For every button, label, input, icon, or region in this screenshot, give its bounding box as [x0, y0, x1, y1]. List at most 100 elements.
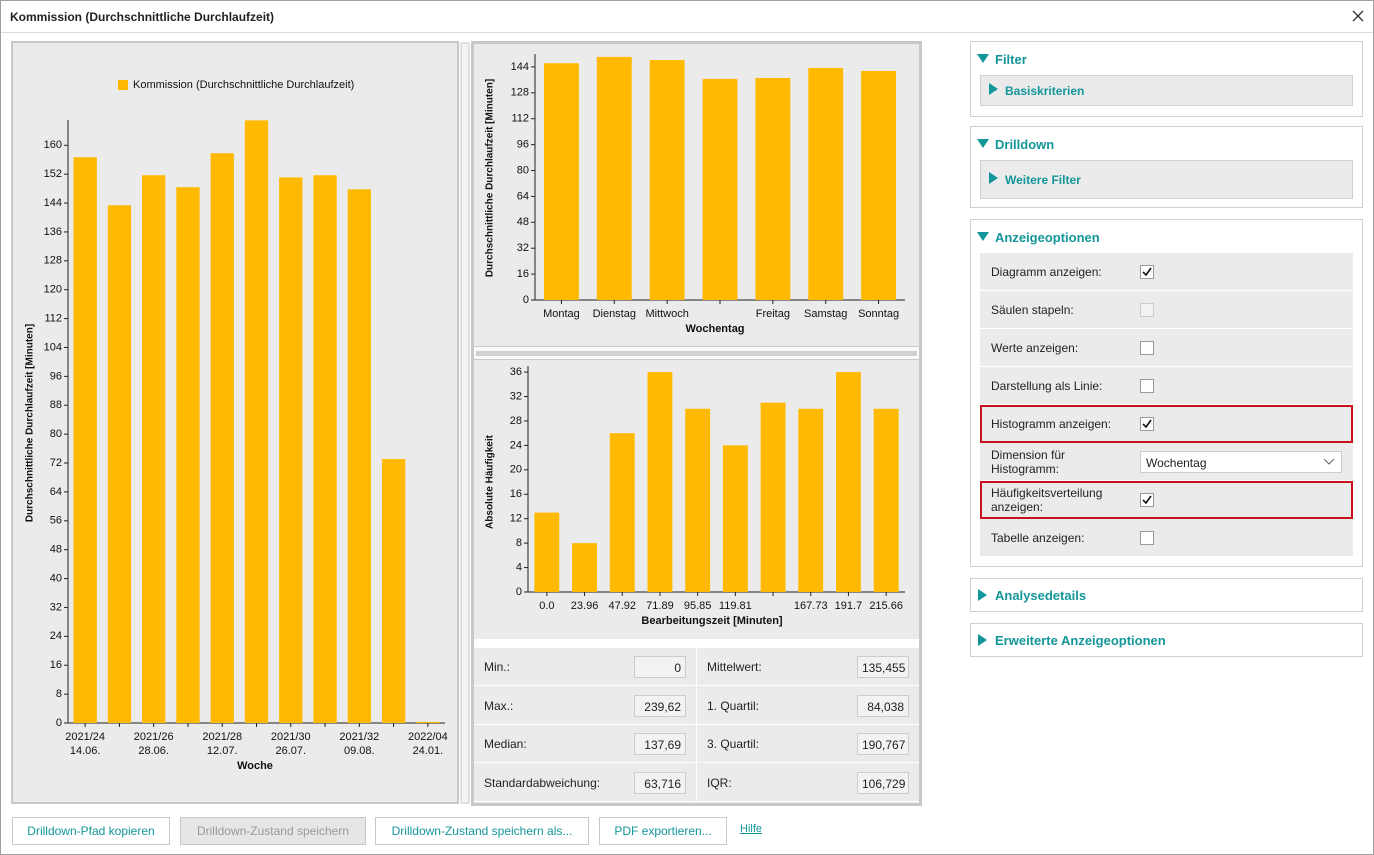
options-section: Drilldown Weitere Filter	[970, 126, 1363, 208]
button: Drilldown-Zustand speichern	[180, 817, 366, 845]
dropdown[interactable]: Wochentag	[1140, 451, 1342, 473]
y-tick-label: 128	[511, 87, 529, 99]
stat-value: 0	[634, 656, 686, 678]
y-tick-label: 120	[44, 284, 62, 296]
y-tick-label: 0	[523, 294, 529, 306]
y-tick-label: 144	[44, 197, 62, 209]
subsection[interactable]: Weitere Filter	[980, 160, 1353, 199]
y-tick-label: 136	[44, 226, 62, 238]
close-button[interactable]	[1352, 10, 1364, 22]
bar	[798, 408, 824, 592]
bar	[210, 153, 234, 723]
x-axis-label: Wochentag	[685, 323, 744, 335]
stat-cell: Median: 137,69	[474, 725, 695, 763]
stat-value: 137,69	[634, 733, 686, 755]
y-tick-label: 0	[56, 717, 62, 729]
x-tick-label: Montag	[543, 308, 580, 320]
y-tick-label: 72	[50, 457, 62, 469]
x-tick-label: Samstag	[804, 308, 847, 320]
option-row: Häufigkeitsverteilung anzeigen:	[980, 481, 1353, 519]
y-tick-label: 12	[510, 513, 522, 525]
x-tick-label: 2021/28	[202, 731, 242, 743]
checkbox	[1140, 303, 1154, 317]
y-tick-label: 8	[516, 537, 522, 549]
bar	[142, 175, 166, 724]
bar	[107, 205, 132, 724]
stat-value: 135,455	[857, 656, 909, 678]
bar	[649, 59, 685, 300]
y-tick-label: 96	[50, 370, 62, 382]
y-tick-label: 24	[50, 630, 62, 642]
stat-value: 106,729	[857, 771, 909, 794]
bar	[861, 70, 897, 300]
option-label: Histogramm anzeigen:	[991, 417, 1112, 431]
bar	[685, 408, 711, 592]
option-label: Tabelle anzeigen:	[991, 530, 1085, 545]
checkbox[interactable]	[1140, 379, 1154, 393]
stat-label: Standardabweichung:	[484, 775, 601, 790]
y-tick-label: 4	[516, 561, 522, 573]
options-section: Anzeigeoptionen Diagramm anzeigen: Säulen …	[970, 219, 1363, 567]
checkbox[interactable]	[1140, 341, 1154, 355]
x-tick-label: 191.7	[835, 600, 863, 612]
button[interactable]: Drilldown-Zustand speichern als...	[375, 817, 589, 845]
section-title[interactable]: Erweiterte Anzeigeoptionen	[995, 633, 1166, 648]
y-tick-label: 24	[510, 439, 522, 451]
option-label: Diagramm anzeigen:	[991, 264, 1102, 279]
bar	[836, 372, 861, 592]
stat-label: 3. Quartil:	[707, 737, 760, 751]
section-title[interactable]: Anzeigeoptionen	[995, 230, 1100, 245]
option-row: Tabelle anzeigen:	[980, 519, 1353, 557]
subsection[interactable]: Basiskriterien	[980, 75, 1353, 106]
x-axis-label: Bearbeitungszeit [Minuten]	[641, 615, 783, 627]
x-tick-label: 215.66	[869, 600, 903, 612]
button[interactable]: PDF exportieren...	[599, 817, 727, 845]
option-row: Darstellung als Linie:	[980, 367, 1353, 405]
option-row: Werte anzeigen:	[980, 329, 1353, 367]
section-title[interactable]: Filter	[995, 52, 1027, 67]
bar	[609, 433, 635, 592]
checkmark	[1142, 267, 1152, 277]
x-tick-label: 167.73	[794, 600, 828, 612]
option-row: Säulen stapeln:	[980, 291, 1353, 329]
x-tick-label: Freitag	[756, 308, 790, 320]
section-title[interactable]: Analysedetails	[995, 588, 1087, 603]
legend-swatch	[118, 80, 128, 90]
y-tick-label: 128	[44, 255, 62, 267]
y-tick-label: 64	[517, 190, 529, 202]
y-tick-label: 88	[50, 399, 62, 411]
expand-icon	[977, 232, 989, 241]
y-axis-label: Durchschnittliche Durchlaufzeit [Minuten…	[25, 324, 36, 522]
option-label: Werte anzeigen:	[991, 340, 1079, 355]
options-section: Filter Basiskriterien	[970, 41, 1363, 117]
bar	[347, 189, 371, 723]
bar	[760, 402, 786, 592]
v-splitter[interactable]	[460, 42, 470, 804]
y-tick-label: 16	[50, 659, 62, 671]
x-tick-sublabel: 24.01.	[413, 745, 444, 757]
button[interactable]: Drilldown-Pfad kopieren	[12, 817, 170, 845]
checkbox[interactable]	[1140, 531, 1154, 545]
x-tick-label: 119.81	[719, 600, 752, 612]
x-tick-sublabel: 09.08.	[344, 745, 375, 757]
y-tick-label: 64	[50, 486, 62, 498]
stat-cell: Min.: 0	[474, 648, 695, 686]
x-tick-label: 23.96	[571, 600, 599, 612]
subsection-title: Weitere Filter	[1005, 173, 1081, 187]
y-tick-label: 144	[511, 61, 529, 73]
bar	[244, 120, 269, 723]
section-title[interactable]: Drilldown	[995, 137, 1055, 152]
x-tick-sublabel: 12.07.	[207, 745, 238, 757]
x-tick-sublabel: 14.06.	[70, 745, 101, 757]
bar	[873, 408, 899, 592]
x-tick-label: 71.89	[646, 600, 674, 612]
checkbox[interactable]	[1140, 493, 1154, 507]
option-label: Darstellung als Linie:	[991, 378, 1103, 393]
y-tick-label: 80	[517, 164, 529, 176]
y-tick-label: 40	[50, 572, 62, 584]
checkbox[interactable]	[1140, 417, 1154, 431]
checkbox[interactable]	[1140, 265, 1154, 279]
help-link[interactable]: Hilfe	[740, 823, 763, 835]
h-splitter-grip	[476, 351, 917, 356]
y-tick-label: 112	[44, 312, 62, 324]
